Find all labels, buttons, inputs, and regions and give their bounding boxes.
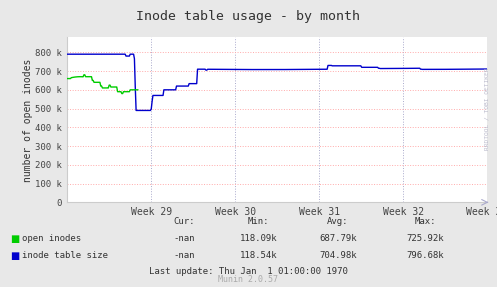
Text: 118.09k: 118.09k (240, 234, 277, 243)
Text: Munin 2.0.57: Munin 2.0.57 (219, 275, 278, 284)
Text: 704.98k: 704.98k (319, 251, 357, 260)
Text: Min:: Min: (248, 217, 269, 226)
Text: ■: ■ (10, 234, 19, 244)
Text: 796.68k: 796.68k (406, 251, 444, 260)
Text: RRDTOOL / TOBI OETIKER: RRDTOOL / TOBI OETIKER (485, 68, 490, 150)
Text: open inodes: open inodes (22, 234, 82, 243)
Y-axis label: number of open inodes: number of open inodes (22, 58, 33, 181)
Text: Last update: Thu Jan  1 01:00:00 1970: Last update: Thu Jan 1 01:00:00 1970 (149, 267, 348, 276)
Text: -nan: -nan (173, 251, 195, 260)
Text: Cur:: Cur: (173, 217, 195, 226)
Text: ■: ■ (10, 251, 19, 261)
Text: 687.79k: 687.79k (319, 234, 357, 243)
Text: -nan: -nan (173, 234, 195, 243)
Text: 118.54k: 118.54k (240, 251, 277, 260)
Text: 725.92k: 725.92k (406, 234, 444, 243)
Text: inode table size: inode table size (22, 251, 108, 260)
Text: Inode table usage - by month: Inode table usage - by month (137, 10, 360, 23)
Text: Avg:: Avg: (327, 217, 349, 226)
Text: Max:: Max: (414, 217, 436, 226)
